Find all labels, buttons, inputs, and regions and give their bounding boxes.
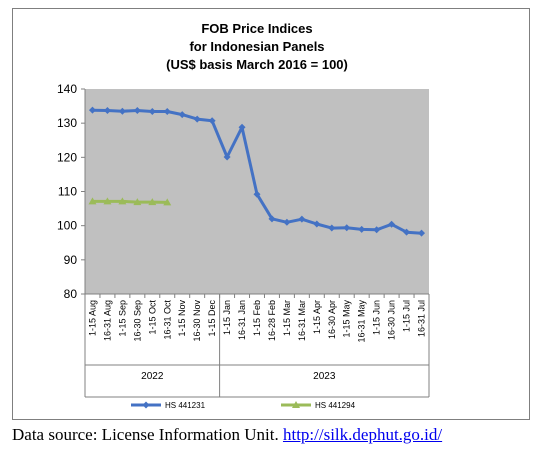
x-tick-label: 16-30 Sep (132, 300, 142, 342)
data-point (178, 111, 186, 119)
x-tick-label: 1-15 Nov (177, 300, 187, 337)
legend: HS 441231 HS 441294 (131, 401, 356, 410)
axes: 80 90 100 110 120 130 140 1-15 Aug 16-31 Aug 1-15… (57, 82, 430, 398)
data-point (403, 228, 411, 236)
legend-label-hs-441231: HS 441231 (165, 401, 206, 410)
x-tick-label: 1-15 Mar (282, 300, 292, 336)
y-tick-label: 100 (57, 219, 77, 233)
x-tick-label: 16-31 Jan (237, 300, 247, 340)
data-point (373, 226, 381, 234)
data-point (148, 108, 156, 116)
data-point (388, 220, 396, 228)
data-point (358, 225, 366, 233)
y-tick-label: 140 (57, 82, 77, 96)
chart-frame: FOB Price Indices for Indonesian Panels (U… (12, 8, 530, 420)
chart-title-line: FOB Price Indices (201, 21, 312, 36)
series-hs-441294 (88, 197, 172, 206)
x-tick-label: 1-15 Jun (372, 300, 382, 335)
x-tick-label: 16-31 Aug (102, 300, 112, 341)
y-tick-label: 120 (57, 150, 77, 164)
data-point (148, 198, 157, 206)
x-tick-label: 1-15 May (342, 300, 352, 338)
data-point (103, 107, 111, 115)
x-tick-label: 16-30 Jun (387, 300, 397, 340)
data-point (253, 190, 261, 198)
data-point (313, 220, 321, 228)
data-point (193, 115, 201, 123)
x-tick-label: 1-15 Aug (87, 300, 97, 336)
x-tick-label: 1-15 Dec (207, 300, 217, 337)
data-point (88, 197, 97, 205)
y-tick-label: 110 (58, 185, 77, 199)
chart-title-line: (US$ basis March 2016 = 100) (166, 57, 348, 72)
data-point (163, 198, 172, 206)
data-point (163, 108, 171, 116)
data-point (118, 107, 126, 115)
series-lines (88, 106, 426, 237)
chart-title: FOB Price Indices for Indonesian Panels (U… (166, 21, 348, 72)
legend-label-hs-441294: HS 441294 (315, 401, 356, 410)
x-tick-label: 1-15 Feb (252, 300, 262, 336)
x-tick-label: 16-30 Nov (192, 300, 202, 342)
data-point (283, 218, 291, 226)
data-point (223, 153, 231, 161)
data-source-link[interactable]: http://silk.dephut.go.id/ (282, 425, 443, 444)
group-label-2023: 2023 (313, 371, 336, 382)
data-point (298, 215, 306, 223)
data-point (118, 197, 127, 205)
legend-marker (142, 401, 150, 409)
fob-price-chart: FOB Price Indices for Indonesian Panels (U… (57, 21, 430, 410)
x-tick-label: 16-31 May (357, 300, 367, 343)
x-tick-label: 1-15 Apr (312, 300, 322, 334)
chart-title-line: for Indonesian Panels (189, 39, 324, 54)
data-point (238, 123, 246, 131)
y-tick-label: 130 (57, 116, 77, 130)
data-point (88, 106, 96, 114)
x-tick-label: 16-30 Apr (327, 300, 337, 339)
data-source-text: Data source: License Information Unit. (12, 425, 283, 444)
data-point (133, 107, 141, 115)
data-point (103, 197, 112, 205)
x-tick-label: 1-15 Jul (402, 300, 412, 332)
series-hs-441231 (88, 106, 426, 237)
x-tick-label: 16-31 Oct (162, 300, 172, 340)
y-tick-label: 80 (64, 287, 78, 301)
x-tick-label: 1-15 Sep (117, 300, 127, 337)
group-label-2022: 2022 (141, 371, 164, 382)
x-tick-label: 1-15 Oct (147, 300, 157, 335)
data-point (343, 224, 351, 232)
data-point (208, 117, 216, 125)
x-tick-label: 16-28 Feb (267, 300, 277, 341)
x-tick-label: 16-31 Mar (297, 300, 307, 341)
x-tick-label: 16-31 Jul (417, 300, 427, 337)
data-point (418, 229, 426, 237)
data-point (268, 215, 276, 223)
data-source-caption: Data source: License Information Unit. h… (12, 425, 442, 445)
series-line-hs-441294 (92, 199, 168, 204)
x-tick-label: 1-15 Jan (222, 300, 232, 335)
data-point (133, 198, 142, 206)
data-point (328, 224, 336, 232)
y-tick-label: 90 (64, 253, 78, 267)
legend-marker (292, 401, 300, 408)
